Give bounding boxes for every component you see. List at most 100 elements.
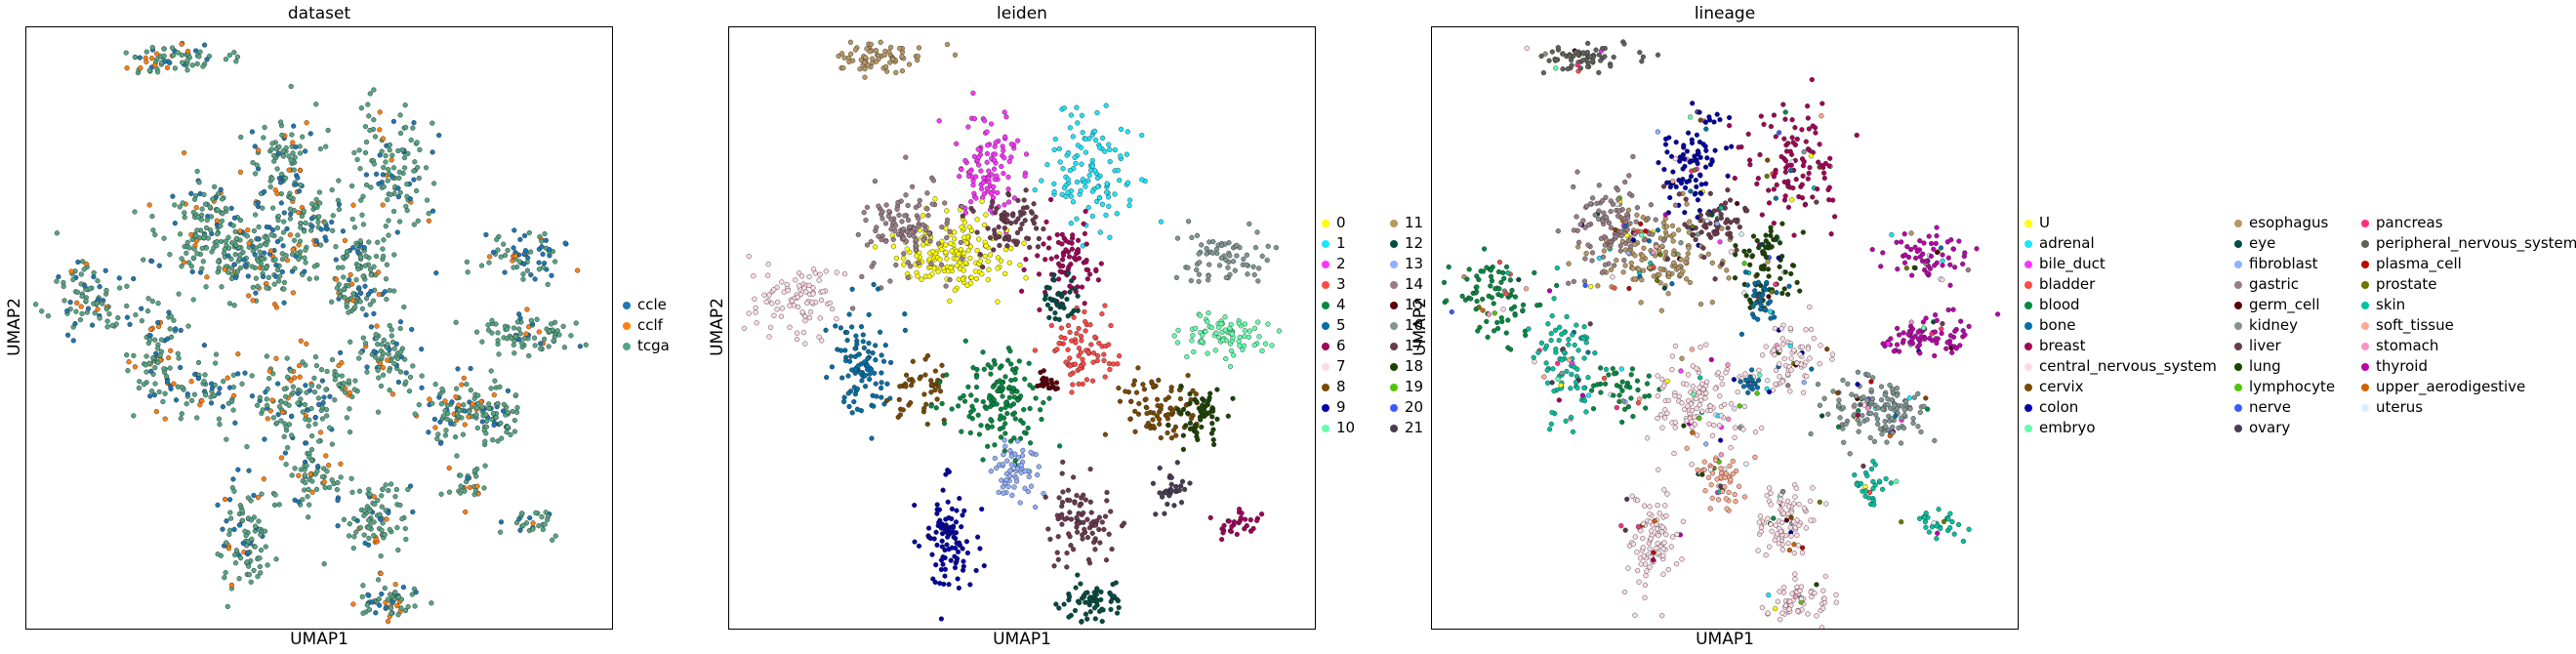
- data-point: [992, 442, 998, 448]
- data-point: [195, 359, 202, 366]
- data-point: [1640, 54, 1647, 60]
- data-point: [1934, 233, 1940, 239]
- data-point: [397, 502, 403, 509]
- data-point: [303, 260, 308, 266]
- data-point: [981, 562, 987, 569]
- data-point: [906, 61, 913, 67]
- data-point: [302, 255, 307, 261]
- data-point: [1083, 149, 1089, 155]
- data-point: [380, 246, 386, 252]
- chart-title: dataset: [287, 4, 351, 23]
- data-point: [478, 263, 485, 268]
- data-point: [1000, 484, 1006, 490]
- data-point: [912, 225, 918, 231]
- data-point: [1036, 464, 1042, 470]
- data-point: [852, 47, 859, 53]
- data-point: [864, 242, 871, 248]
- data-point: [936, 241, 942, 247]
- data-point: [471, 468, 478, 473]
- data-point: [148, 368, 154, 374]
- data-point: [937, 388, 944, 394]
- data-point: [104, 324, 110, 330]
- data-point: [410, 509, 416, 515]
- data-point: [1726, 275, 1732, 281]
- data-point: [1560, 51, 1566, 57]
- data-point: [1045, 526, 1051, 532]
- data-point: [1690, 224, 1696, 229]
- data-point: [160, 398, 166, 405]
- data-point: [360, 583, 366, 589]
- data-point: [1480, 268, 1487, 274]
- data-point: [275, 218, 281, 224]
- data-point: [1007, 438, 1014, 444]
- data-point: [380, 486, 386, 492]
- data-point: [1064, 564, 1070, 570]
- data-point: [1189, 234, 1195, 241]
- data-point: [1070, 134, 1076, 140]
- data-point: [338, 349, 344, 356]
- data-point: [1104, 189, 1110, 195]
- data-point: [306, 486, 311, 493]
- data-point: [230, 372, 237, 378]
- data-point: [1006, 158, 1012, 165]
- data-point: [1686, 245, 1692, 251]
- data-point: [368, 184, 374, 190]
- data-point: [981, 366, 987, 372]
- data-point: [278, 191, 284, 197]
- data-point: [152, 337, 158, 343]
- data-point: [1084, 241, 1089, 247]
- data-point: [1065, 487, 1072, 493]
- data-point: [1765, 259, 1771, 265]
- data-point: [256, 518, 262, 524]
- data-point: [1771, 186, 1777, 192]
- data-point: [848, 51, 854, 57]
- data-point: [1219, 242, 1225, 249]
- data-point: [1512, 294, 1519, 300]
- data-point: [809, 300, 815, 306]
- data-point: [127, 321, 133, 328]
- data-point: [849, 286, 855, 292]
- data-point: [494, 236, 500, 243]
- data-point: [982, 117, 988, 124]
- data-point: [411, 177, 417, 183]
- data-point: [1549, 49, 1555, 55]
- data-point: [281, 210, 287, 216]
- data-point: [194, 251, 200, 257]
- data-point: [362, 341, 369, 347]
- data-point: [213, 351, 220, 357]
- data-point: [878, 39, 883, 45]
- data-point: [946, 547, 952, 552]
- data-point: [1498, 293, 1504, 299]
- data-point: [321, 561, 327, 567]
- data-point: [193, 232, 199, 239]
- data-point: [979, 271, 985, 277]
- data-point: [242, 528, 248, 534]
- data-point: [402, 165, 408, 171]
- data-point: [878, 329, 883, 335]
- data-point: [1934, 340, 1940, 347]
- data-point: [1044, 162, 1050, 168]
- data-point: [804, 300, 810, 307]
- data-point: [1075, 529, 1081, 535]
- data-point: [1505, 317, 1511, 323]
- data-point: [1703, 181, 1709, 186]
- data-point: [235, 467, 241, 472]
- data-point: [1574, 61, 1580, 68]
- data-point: [1615, 213, 1621, 219]
- data-point: [280, 153, 287, 159]
- data-point: [350, 245, 356, 251]
- data-point: [426, 218, 432, 224]
- data-point: [934, 502, 940, 508]
- data-point: [1013, 478, 1020, 484]
- data-point: [1053, 601, 1059, 607]
- data-point: [251, 492, 257, 499]
- data-point: [1643, 228, 1649, 234]
- data-point: [916, 224, 921, 229]
- data-point: [903, 154, 909, 160]
- data-point: [349, 393, 355, 400]
- data-point: [1822, 160, 1829, 167]
- data-point: [1612, 263, 1617, 268]
- data-point: [1071, 474, 1077, 480]
- data-point: [949, 406, 955, 412]
- data-point: [866, 311, 872, 318]
